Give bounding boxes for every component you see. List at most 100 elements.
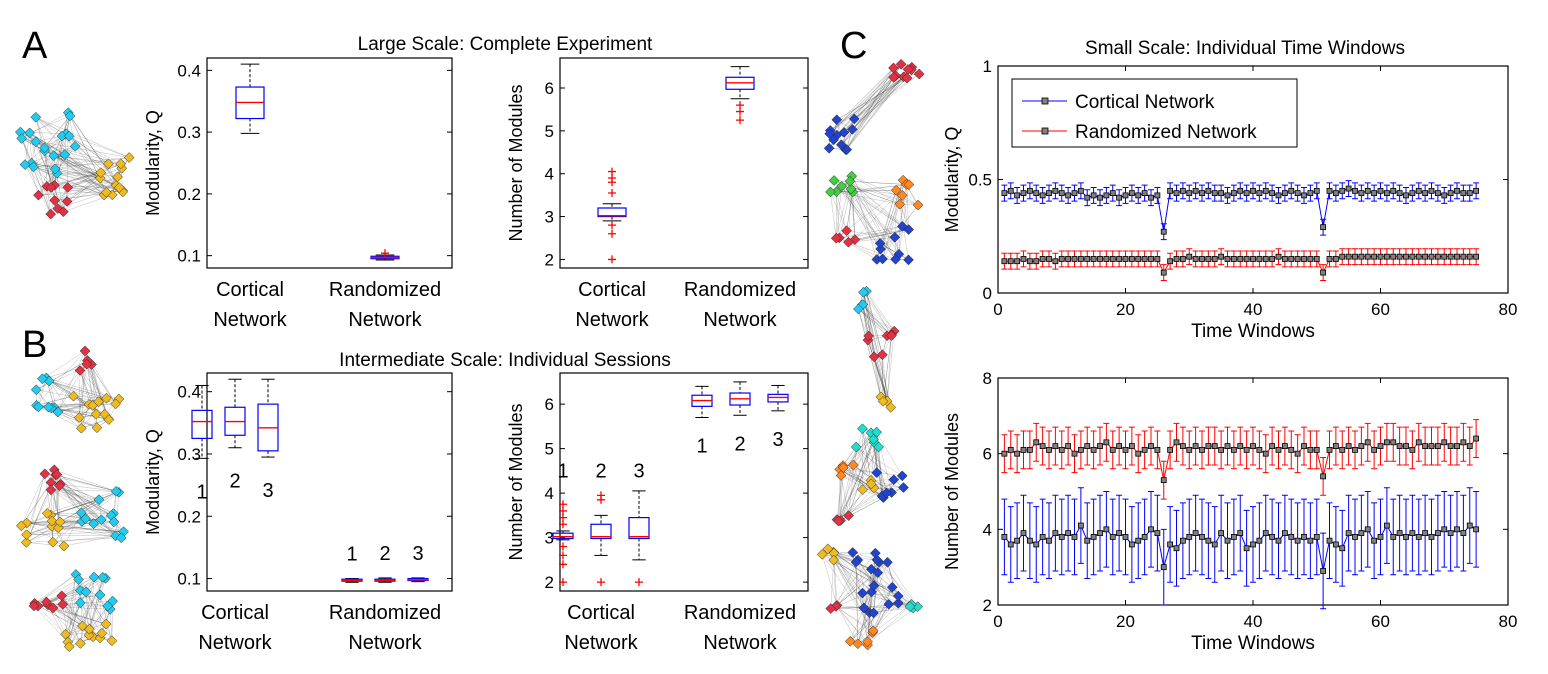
outlier-point xyxy=(597,578,605,586)
data-point xyxy=(1474,436,1479,441)
data-point xyxy=(1455,254,1460,259)
data-point xyxy=(1251,542,1256,547)
data-point xyxy=(1461,531,1466,536)
data-point xyxy=(1078,447,1083,452)
data-point xyxy=(1078,256,1083,261)
data-point xyxy=(1455,188,1460,193)
panel-label-a: A xyxy=(22,25,48,67)
B-modularity-ytick-label: 0.2 xyxy=(177,507,201,526)
B-modularity-box-number: 1 xyxy=(346,544,357,566)
B-modularity-ytick-label: 0.3 xyxy=(177,445,201,464)
data-point xyxy=(1270,256,1275,261)
B-modularity-ytick-label: 0.1 xyxy=(177,570,201,589)
data-point xyxy=(1219,531,1224,536)
panel-label-b: B xyxy=(22,324,47,366)
data-point xyxy=(1270,444,1275,449)
data-point xyxy=(1327,188,1332,193)
data-point xyxy=(1027,188,1032,193)
data-point xyxy=(1270,534,1275,539)
data-point xyxy=(1378,534,1383,539)
data-point xyxy=(1416,534,1421,539)
data-point xyxy=(1391,440,1396,445)
data-point xyxy=(1474,254,1479,259)
network-a xyxy=(15,108,134,219)
data-point xyxy=(1212,191,1217,196)
B-modularity-box-number: 2 xyxy=(379,543,390,565)
data-point xyxy=(1340,188,1345,193)
network-edge xyxy=(844,74,919,132)
data-point xyxy=(1251,188,1256,193)
data-point xyxy=(1238,531,1243,536)
data-point xyxy=(1263,256,1268,261)
data-point xyxy=(1295,191,1300,196)
data-point xyxy=(1225,538,1230,543)
data-point xyxy=(1174,191,1179,196)
network-node xyxy=(58,599,68,609)
B-modules-box xyxy=(553,500,573,586)
network-edge xyxy=(34,574,76,605)
title-small-scale: Small Scale: Individual Time Windows xyxy=(1085,38,1405,59)
data-point xyxy=(1435,531,1440,536)
B-modules-box-number: 2 xyxy=(595,461,606,483)
data-point xyxy=(1321,568,1326,573)
data-point xyxy=(1372,191,1377,196)
network-node xyxy=(46,209,56,219)
C-modularity-xtick-label: 60 xyxy=(1371,300,1390,319)
B-modules-category-label: Cortical xyxy=(567,602,635,624)
A-modularity-ytick-label: 0.4 xyxy=(177,61,201,80)
C-modules-xtick-label: 20 xyxy=(1116,612,1135,631)
data-point xyxy=(1021,191,1026,196)
data-point xyxy=(1008,542,1013,547)
data-point xyxy=(1474,188,1479,193)
data-point xyxy=(1053,188,1058,193)
data-point xyxy=(1467,191,1472,196)
C-modules-xtick-label: 0 xyxy=(993,612,1002,631)
data-point xyxy=(1302,534,1307,539)
data-point xyxy=(1244,546,1249,551)
network-node xyxy=(59,541,69,551)
data-point xyxy=(1384,191,1389,196)
data-point xyxy=(1321,474,1326,479)
data-point xyxy=(1410,531,1415,536)
B-modularity-box xyxy=(225,379,245,448)
data-point xyxy=(1372,447,1377,452)
data-point xyxy=(1021,256,1026,261)
data-point xyxy=(1206,444,1211,449)
data-point xyxy=(1110,191,1115,196)
data-point xyxy=(1340,546,1345,551)
network-c5 xyxy=(817,544,922,650)
data-point xyxy=(1034,191,1039,196)
outlier-point xyxy=(635,578,643,586)
A-modules-box xyxy=(726,67,754,125)
data-point xyxy=(1168,447,1173,452)
data-point xyxy=(1072,256,1077,261)
data-point xyxy=(1027,447,1032,452)
A-modularity-category-label: Cortical xyxy=(216,279,284,301)
B-modularity-box-number: 2 xyxy=(229,471,240,493)
data-point xyxy=(1002,534,1007,539)
data-point xyxy=(1270,191,1275,196)
outlier-point xyxy=(608,230,616,238)
B-modules-box-number: 3 xyxy=(772,429,783,451)
C-modularity-ytick-label: 0 xyxy=(983,284,992,303)
B-modularity-box-number: 3 xyxy=(412,543,423,565)
network-node xyxy=(63,182,73,192)
network-node xyxy=(76,423,86,433)
data-point xyxy=(1244,256,1249,261)
data-point xyxy=(1448,444,1453,449)
C-modules-series xyxy=(1001,488,1479,609)
B-modules-box xyxy=(591,491,611,586)
panel-label-c: C xyxy=(840,25,867,67)
data-point xyxy=(1276,447,1281,452)
network-node xyxy=(94,495,104,505)
data-point xyxy=(1346,444,1351,449)
data-point xyxy=(1340,254,1345,259)
data-point xyxy=(1110,534,1115,539)
data-point xyxy=(1155,256,1160,261)
data-point xyxy=(1359,254,1364,259)
data-point xyxy=(1423,444,1428,449)
data-point xyxy=(1027,538,1032,543)
data-point xyxy=(1180,538,1185,543)
data-point xyxy=(1117,531,1122,536)
